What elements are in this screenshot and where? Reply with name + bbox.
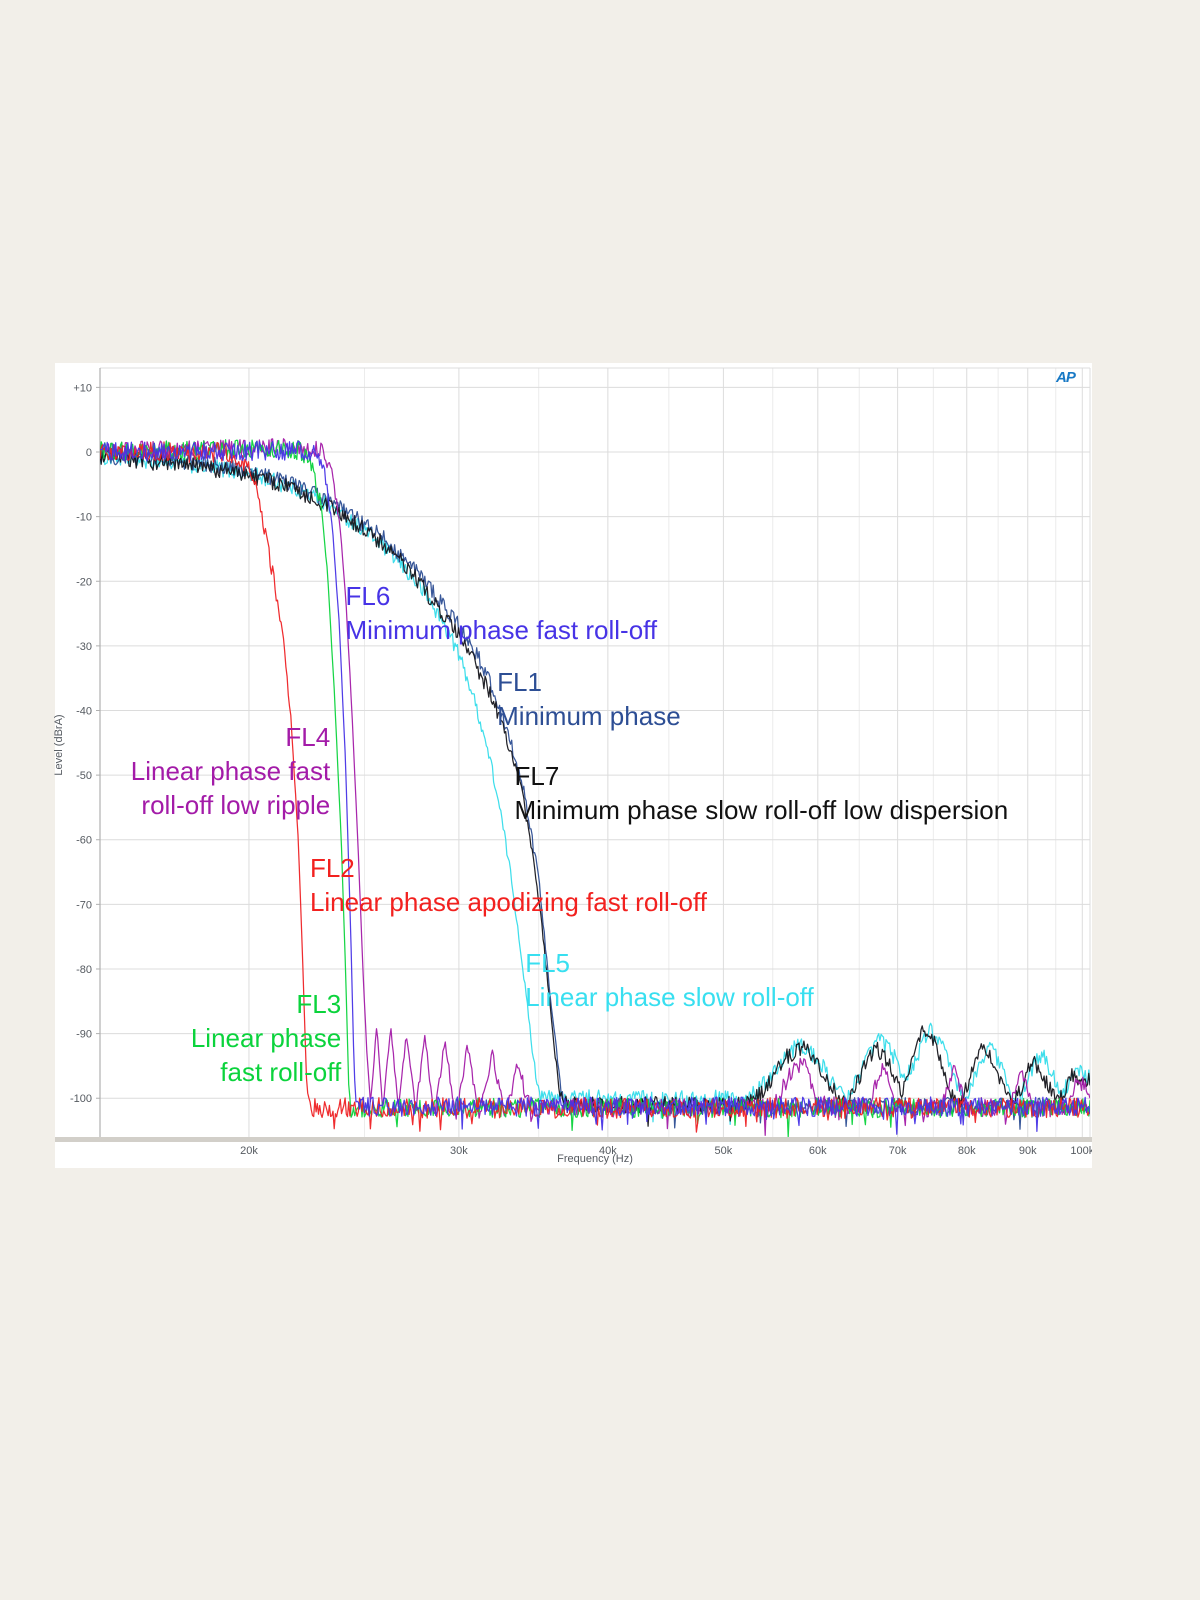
chart-panel: 20k 30k 40k 50k 60k 70k 80k 90k 100k +10 0 -10 -20 -3… — [53, 363, 1092, 1168]
annotation-line: FL2 — [309, 853, 355, 884]
annotation-line: Linear phase apodizing fast roll-off — [309, 887, 707, 918]
annotation-line: FL4 — [285, 721, 331, 752]
annotation-fl4: FL4 Linear phase fast roll-off low ripple — [131, 720, 330, 822]
y-tick-label: -100 — [70, 1093, 92, 1105]
x-tick-label: 70k — [889, 1145, 907, 1157]
annotation-line: Linear phase slow roll-off — [525, 981, 814, 1012]
annotation-fl5: FL5 Linear phase slow roll-off — [525, 946, 814, 1014]
ap-logo: AP — [1056, 369, 1076, 386]
x-tick-label: 20k — [240, 1145, 258, 1157]
annotation-line: Linear phase fast — [130, 755, 331, 786]
x-tick-label: 40k — [599, 1145, 617, 1157]
y-tick-label: +10 — [73, 382, 92, 394]
y-tick-label: -50 — [76, 770, 92, 782]
annotation-fl7: FL7 Minimum phase slow roll-off low dispe… — [514, 759, 1008, 827]
annotation-fl6: FL6 Minimum phase fast roll-off — [346, 579, 658, 647]
annotation-line: FL3 — [296, 989, 342, 1020]
y-tick-label: -90 — [76, 1029, 92, 1041]
annotation-fl3: FL3 Linear phase fast roll-off — [191, 987, 341, 1089]
x-axis-title: Frequency (Hz) — [557, 1153, 633, 1165]
annotation-line: Linear phase — [190, 1023, 342, 1054]
x-tick-label: 50k — [715, 1145, 733, 1157]
chart-canvas: 20k 30k 40k 50k 60k 70k 80k 90k 100k +10 0 -10 -20 -3… — [55, 367, 1092, 1157]
y-tick-label: -20 — [76, 576, 92, 588]
annotation-line: FL5 — [525, 947, 571, 978]
curve-FL2 — [100, 441, 1090, 1133]
x-tick-label: 30k — [450, 1145, 468, 1157]
annotation-line: FL1 — [497, 667, 542, 698]
y-tick-label: -10 — [76, 512, 92, 524]
annotation-fl1: FL1 Minimum phase — [497, 665, 681, 733]
annotation-line: FL6 — [345, 580, 391, 611]
x-tick-label: 60k — [809, 1145, 827, 1157]
annotation-line: fast roll-off — [220, 1057, 342, 1088]
annotation-line: Minimum phase — [497, 701, 681, 732]
annotation-line: Minimum phase fast roll-off — [345, 614, 658, 645]
y-tick-label: -40 — [76, 705, 92, 717]
annotation-line: Minimum phase slow roll-off low dispersi… — [514, 794, 1009, 825]
x-axis-band — [55, 1137, 1092, 1142]
curve-FL6 — [100, 440, 1090, 1135]
y-tick-label: -70 — [76, 899, 92, 911]
x-tick-label: 80k — [958, 1145, 976, 1157]
y-tick-label: 0 — [86, 447, 92, 459]
annotation-line: FL7 — [514, 760, 560, 791]
x-tick-label: 100k — [1070, 1145, 1092, 1157]
y-tick-label: -30 — [76, 641, 92, 653]
x-tick-label: 90k — [1019, 1145, 1037, 1157]
y-axis-title: Level (dBrA) — [53, 714, 65, 776]
annotation-fl2: FL2 Linear phase apodizing fast roll-off — [310, 851, 707, 919]
y-tick-label: -80 — [76, 964, 92, 976]
y-tick-label: -60 — [76, 835, 92, 847]
annotation-line: roll-off low ripple — [141, 789, 331, 820]
